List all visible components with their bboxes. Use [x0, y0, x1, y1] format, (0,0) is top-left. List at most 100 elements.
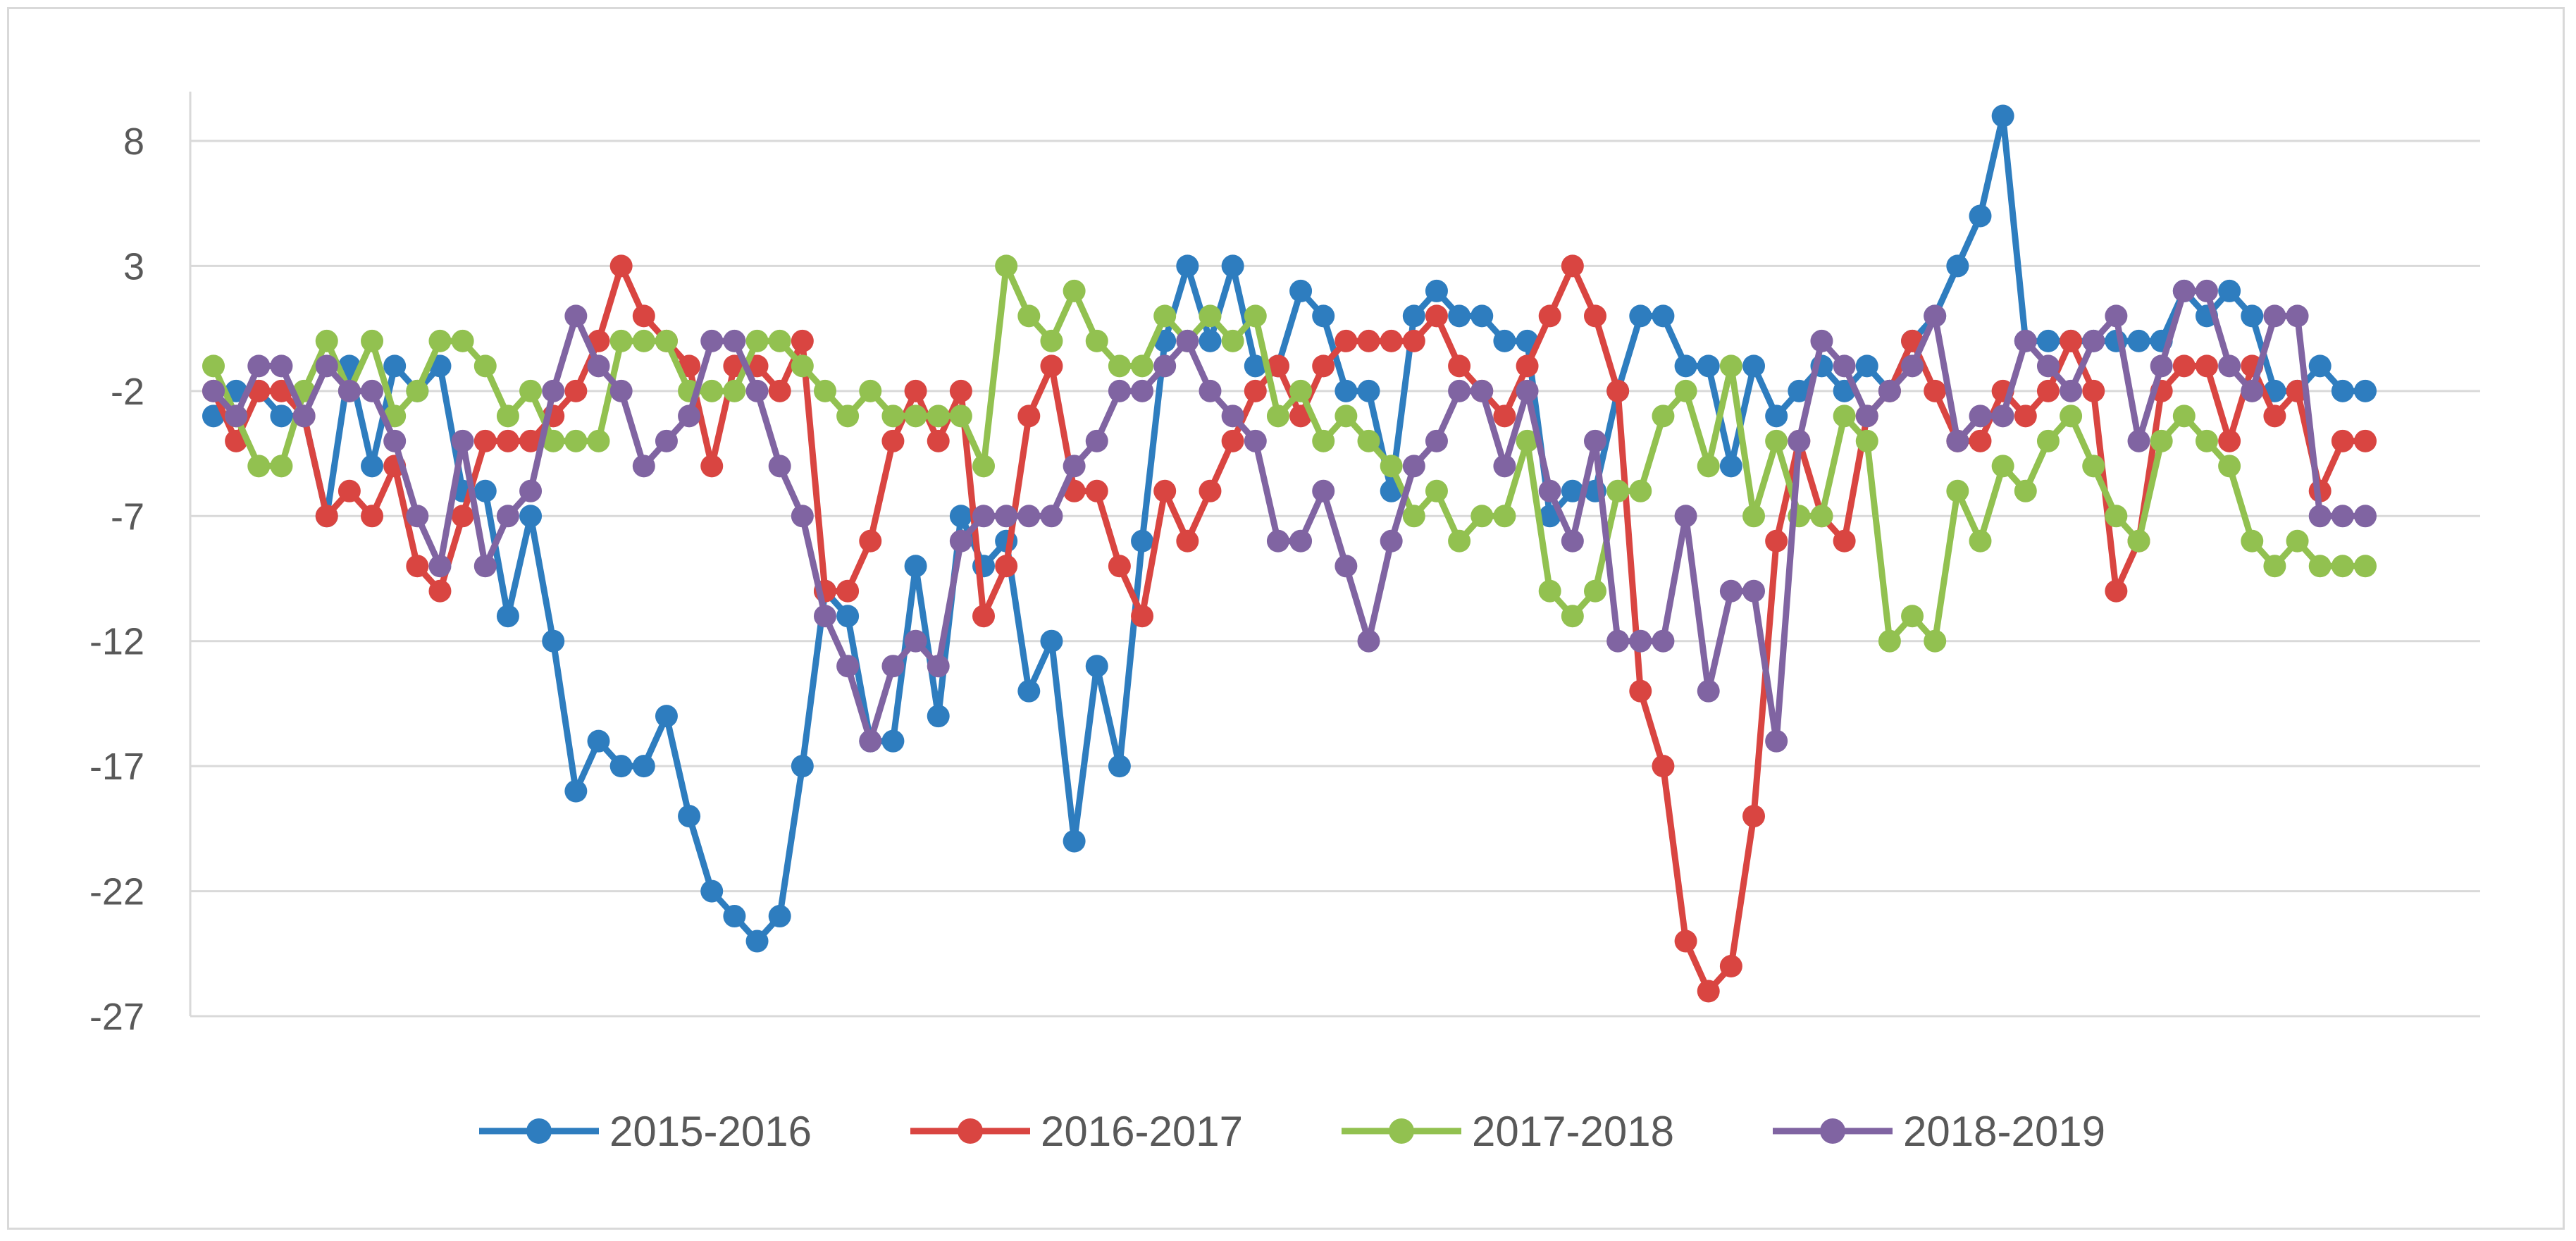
- data-point: [609, 254, 633, 278]
- data-point: [859, 379, 882, 402]
- data-point: [2354, 379, 2377, 402]
- data-point: [2036, 429, 2060, 452]
- legend-swatch-marker: [1820, 1118, 1845, 1144]
- data-point: [1652, 629, 1675, 653]
- data-point: [2241, 379, 2264, 402]
- data-point: [1878, 629, 1901, 653]
- data-point: [564, 379, 588, 402]
- chart-frame: [7, 7, 2565, 1230]
- data-point: [836, 655, 860, 678]
- data-point: [1470, 505, 1494, 528]
- legend-label: 2015-2016: [609, 1108, 812, 1155]
- data-point: [791, 354, 814, 378]
- data-point: [2172, 279, 2196, 302]
- data-point: [473, 479, 497, 502]
- y-tick-label: 3: [123, 245, 144, 288]
- data-point: [1969, 429, 1992, 452]
- data-point: [1085, 655, 1108, 678]
- data-point: [1017, 505, 1041, 528]
- data-point: [881, 655, 905, 678]
- data-point: [2286, 304, 2309, 328]
- data-point: [1131, 529, 1154, 552]
- data-point: [361, 505, 384, 528]
- data-point: [1855, 354, 1878, 378]
- data-point: [1561, 529, 1584, 552]
- data-point: [1199, 304, 1222, 328]
- data-point: [473, 555, 497, 578]
- data-point: [2241, 304, 2264, 328]
- data-point: [2150, 354, 2173, 378]
- data-point: [451, 329, 474, 352]
- data-point: [1448, 304, 1471, 328]
- data-point: [1765, 729, 1788, 753]
- data-point: [2241, 529, 2264, 552]
- y-tick-label: -7: [111, 495, 144, 538]
- data-point: [1244, 304, 1267, 328]
- data-point: [1765, 529, 1788, 552]
- data-point: [1176, 254, 1199, 278]
- data-point: [1357, 329, 1380, 352]
- data-point: [1017, 304, 1041, 328]
- data-point: [1606, 479, 1630, 502]
- data-point: [859, 729, 882, 753]
- data-point: [2014, 479, 2037, 502]
- data-point: [1516, 429, 1539, 452]
- data-point: [1153, 479, 1177, 502]
- data-point: [1425, 479, 1448, 502]
- data-point: [1425, 279, 1448, 302]
- data-point: [473, 429, 497, 452]
- data-point: [2331, 555, 2354, 578]
- data-point: [1561, 605, 1584, 628]
- data-point: [1199, 379, 1222, 402]
- data-point: [1833, 529, 1856, 552]
- data-point: [1335, 405, 1358, 428]
- data-point: [745, 379, 769, 402]
- data-point: [1493, 329, 1516, 352]
- data-point: [2127, 329, 2150, 352]
- data-point: [1924, 629, 1947, 653]
- data-point: [1221, 254, 1244, 278]
- data-point: [836, 405, 860, 428]
- data-point: [1855, 405, 1878, 428]
- data-point: [1742, 805, 1766, 828]
- data-point: [859, 529, 882, 552]
- data-point: [1629, 629, 1652, 653]
- data-point: [2195, 429, 2218, 452]
- data-point: [1425, 429, 1448, 452]
- data-point: [2308, 555, 2332, 578]
- data-point: [2218, 455, 2241, 478]
- data-point: [2082, 455, 2105, 478]
- data-point: [1674, 930, 1697, 953]
- data-point: [1312, 479, 1335, 502]
- data-point: [927, 705, 950, 728]
- data-point: [2172, 354, 2196, 378]
- data-point: [927, 405, 950, 428]
- data-point: [1991, 405, 2014, 428]
- data-point: [519, 479, 543, 502]
- data-point: [1266, 529, 1289, 552]
- data-point: [1697, 679, 1720, 703]
- data-point: [2308, 354, 2332, 378]
- data-point: [949, 529, 972, 552]
- y-tick-label: 8: [123, 121, 144, 163]
- data-point: [1131, 379, 1154, 402]
- data-point: [972, 455, 996, 478]
- data-point: [1719, 579, 1742, 603]
- data-point: [927, 429, 950, 452]
- data-point: [609, 379, 633, 402]
- data-point: [791, 755, 814, 778]
- data-point: [1380, 529, 1403, 552]
- data-point: [1946, 254, 1969, 278]
- data-point: [1493, 505, 1516, 528]
- data-point: [995, 505, 1018, 528]
- data-point: [632, 755, 655, 778]
- data-point: [700, 379, 724, 402]
- data-point: [1335, 555, 1358, 578]
- data-point: [338, 479, 361, 502]
- data-point: [1583, 429, 1606, 452]
- data-point: [1719, 455, 1742, 478]
- data-point: [2218, 354, 2241, 378]
- data-point: [587, 354, 610, 378]
- data-point: [1901, 605, 1924, 628]
- data-point: [361, 329, 384, 352]
